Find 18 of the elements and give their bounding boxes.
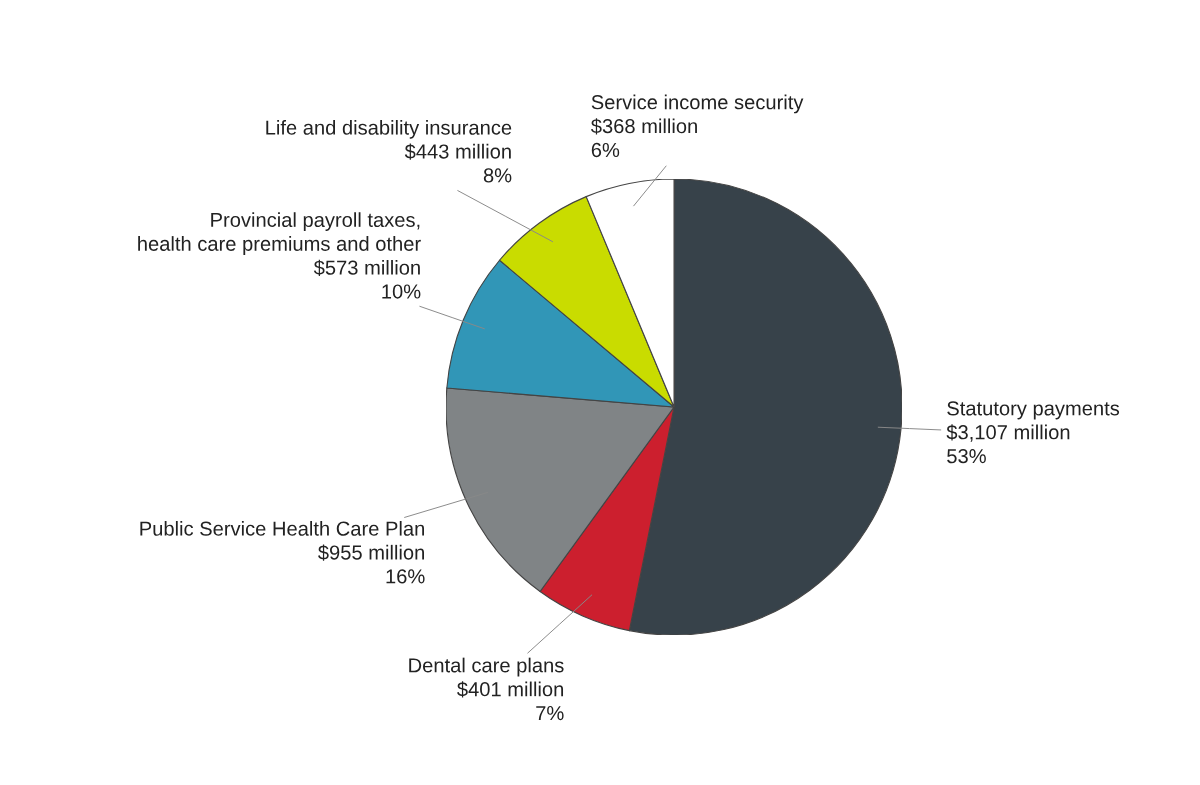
slice-label: Public Service Health Care Plan xyxy=(140,520,424,536)
text: 7% xyxy=(536,706,564,721)
data-label: $401 million xyxy=(457,681,564,698)
text: 10% xyxy=(382,284,421,299)
text: 8% xyxy=(483,168,512,183)
text: 16% xyxy=(386,569,425,584)
data-label: $573 million xyxy=(313,259,420,276)
slice-label: Service income security xyxy=(591,94,804,114)
slice-label: Dental care plans xyxy=(409,657,564,677)
slice-label: Provincial payroll taxes, health care premiums and other xyxy=(138,212,421,255)
slice-label: Life and disability insurance xyxy=(266,119,512,139)
text: 53% xyxy=(947,448,986,464)
data-label: $443 million xyxy=(404,143,511,160)
slice-label: Statutory payments xyxy=(947,401,1120,420)
data-label: $368 million xyxy=(590,118,697,135)
text: 6% xyxy=(591,142,620,158)
data-label: $955 million xyxy=(318,544,424,561)
data-label: $3,107 million xyxy=(946,424,1070,442)
